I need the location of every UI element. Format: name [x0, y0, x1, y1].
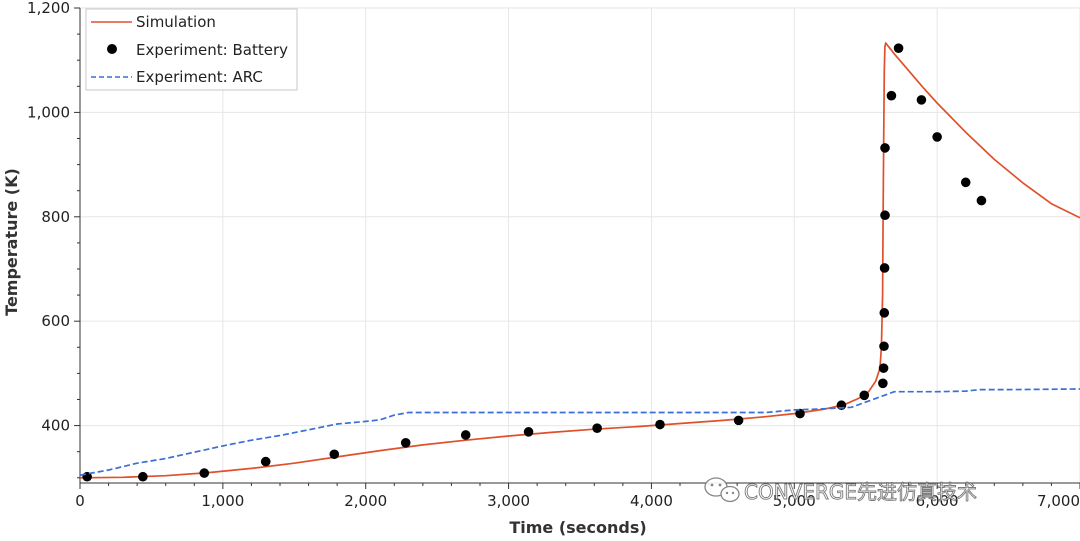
x-tick-label: 3,000 [487, 492, 530, 510]
x-tick-label: 2,000 [344, 492, 387, 510]
series [79, 42, 1080, 482]
battery-data-point [199, 468, 210, 478]
battery-data-point [329, 449, 340, 460]
battery-data-point [976, 195, 987, 206]
grid [79, 7, 1080, 483]
x-tick-label: 4,000 [630, 492, 673, 510]
watermark-text: CONVERGE先进仿真技术 [744, 480, 977, 504]
legend-item-experiment-arc: Experiment: ARC [91, 68, 263, 86]
battery-data-point [879, 308, 890, 318]
y-tick-label: 600 [41, 312, 70, 330]
y-tick-label: 1,000 [27, 103, 70, 121]
battery-data-point [880, 143, 890, 153]
battery-data-point [886, 90, 897, 101]
y-axis-title: Temperature (K) [2, 168, 21, 316]
battery-data-point [138, 471, 148, 482]
x-tick-label: 5,000 [773, 492, 816, 510]
legend-label-simulation: Simulation [136, 13, 216, 31]
x-tick-label: 7,000 [1037, 492, 1080, 510]
legend-label-experiment-battery: Experiment: Battery [136, 41, 288, 59]
battery-data-point [879, 341, 889, 352]
battery-data-point [880, 210, 890, 221]
battery-data-point [916, 95, 927, 105]
battery-data-point [878, 363, 889, 373]
battery-data-point [523, 427, 534, 437]
battery-data-point [592, 423, 602, 433]
battery-data-point [460, 430, 471, 440]
battery-data-point [260, 456, 271, 467]
arc-series-line [79, 388, 1080, 477]
y-tick-label: 1,200 [27, 0, 70, 17]
watermark: CONVERGE先进仿真技术 [704, 477, 977, 504]
wechat-icon [704, 477, 740, 503]
battery-data-point [878, 378, 888, 389]
legend-swatch-marker [107, 44, 117, 54]
battery-data-point [879, 263, 890, 273]
battery-data-point [655, 419, 665, 430]
battery-data-point [960, 177, 971, 188]
legend: Simulation Experiment: Battery Experimen… [85, 8, 298, 91]
y-tick-label: 800 [41, 208, 70, 226]
legend-item-simulation: Simulation [91, 13, 216, 31]
x-tick-label: 1,000 [201, 492, 244, 510]
x-tick-label: 6,000 [916, 492, 959, 510]
battery-data-point [795, 408, 805, 419]
battery-data-point [932, 132, 942, 142]
x-tick-label: 0 [75, 492, 85, 510]
battery-data-point [400, 438, 411, 448]
legend-item-experiment-battery: Experiment: Battery [107, 41, 288, 59]
axes: 0 1,000 2,000 3,000 4,000 5,000 6,000 7,000 400 6… [27, 0, 1080, 510]
battery-data-point [859, 390, 870, 401]
legend-label-experiment-arc: Experiment: ARC [136, 68, 263, 86]
x-axis-title: Time (seconds) [509, 518, 646, 537]
y-tick-label: 400 [41, 417, 70, 435]
simulation-series-line [79, 42, 1080, 479]
battery-data-point [893, 43, 904, 53]
battery-data-point [733, 415, 744, 426]
